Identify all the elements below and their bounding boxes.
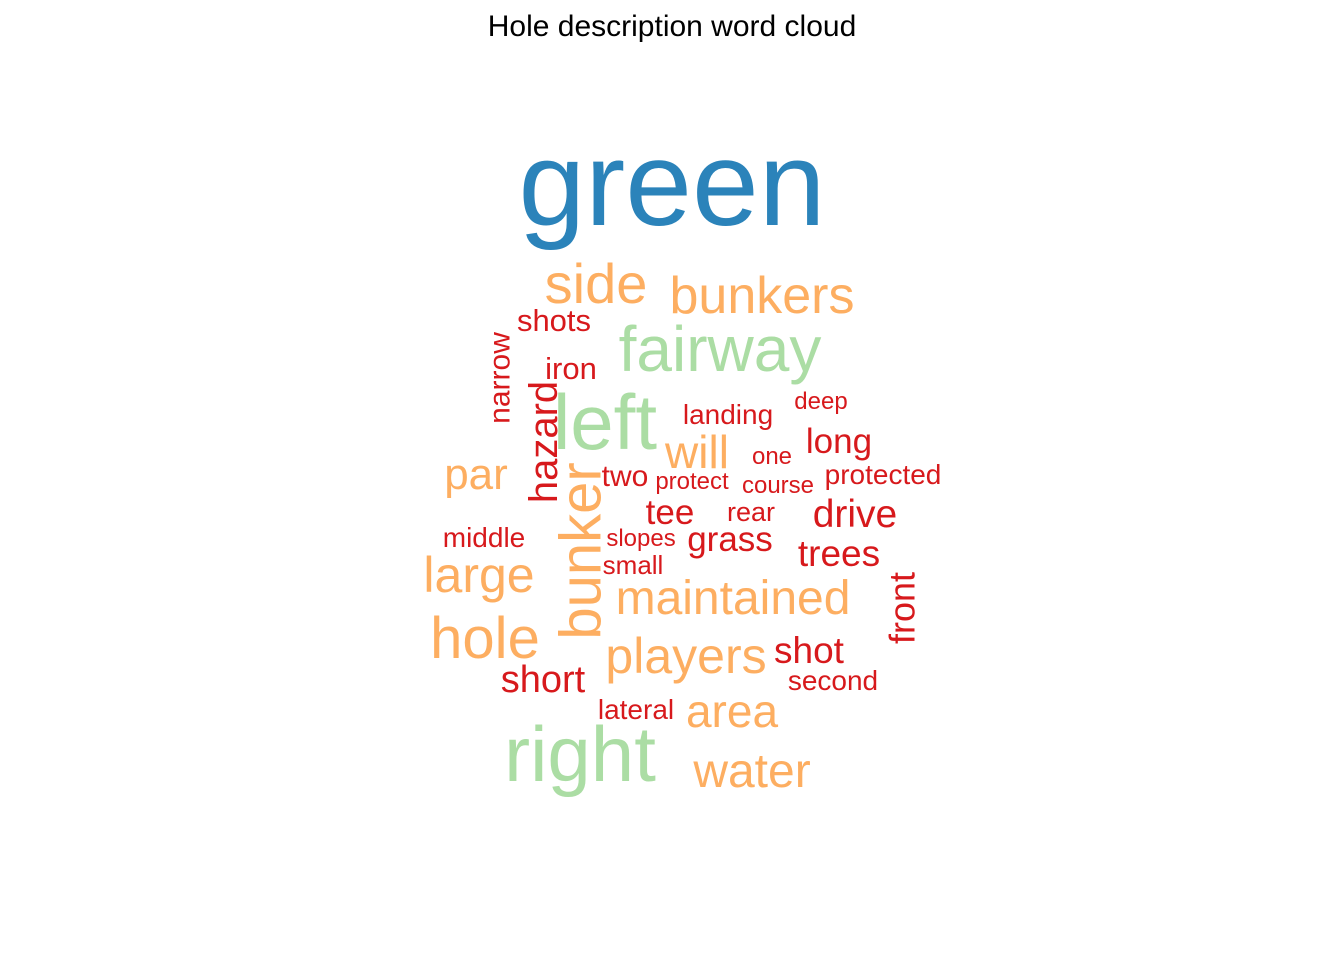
word-long: long (806, 422, 872, 461)
word-small: small (603, 550, 664, 580)
word-deep: deep (794, 388, 847, 415)
word-drive: drive (813, 493, 898, 536)
word-maintained: maintained (616, 572, 851, 625)
word-narrow: narrow (484, 332, 517, 424)
word-fairway: fairway (619, 313, 822, 385)
word-tee: tee (646, 493, 695, 532)
word-protect: protect (655, 468, 729, 495)
word-bunkers: bunkers (670, 267, 855, 325)
word-short: short (501, 659, 586, 701)
chart-title: Hole description word cloud (487, 10, 857, 43)
word-rear: rear (727, 497, 775, 527)
word-two: two (602, 460, 649, 493)
word-hazard: hazard (522, 381, 566, 503)
word-slopes: slopes (606, 525, 675, 552)
word-grass: grass (687, 520, 773, 559)
word-side: side (545, 252, 648, 315)
word-green: green (519, 117, 826, 251)
word-bunker: bunker (549, 462, 614, 639)
word-par: par (444, 450, 508, 499)
word-hole: hole (430, 606, 540, 671)
word-right: right (504, 710, 656, 798)
word-middle: middle (443, 522, 525, 553)
word-left: left (553, 378, 657, 466)
word-shots: shots (517, 303, 591, 338)
word-trees: trees (798, 533, 880, 574)
word-large: large (423, 547, 534, 603)
word-shot: shot (774, 630, 845, 671)
word-water: water (692, 745, 810, 798)
word-will: will (664, 426, 729, 478)
word-course: course (742, 472, 814, 499)
word-players: players (605, 628, 766, 684)
word-second: second (788, 665, 878, 696)
word-iron: iron (545, 351, 597, 386)
word-landing: landing (683, 399, 773, 430)
word-area: area (686, 685, 778, 737)
word-lateral: lateral (598, 694, 674, 725)
word-one: one (752, 443, 792, 470)
word-protected: protected (825, 459, 942, 490)
word-front: front (882, 572, 923, 644)
